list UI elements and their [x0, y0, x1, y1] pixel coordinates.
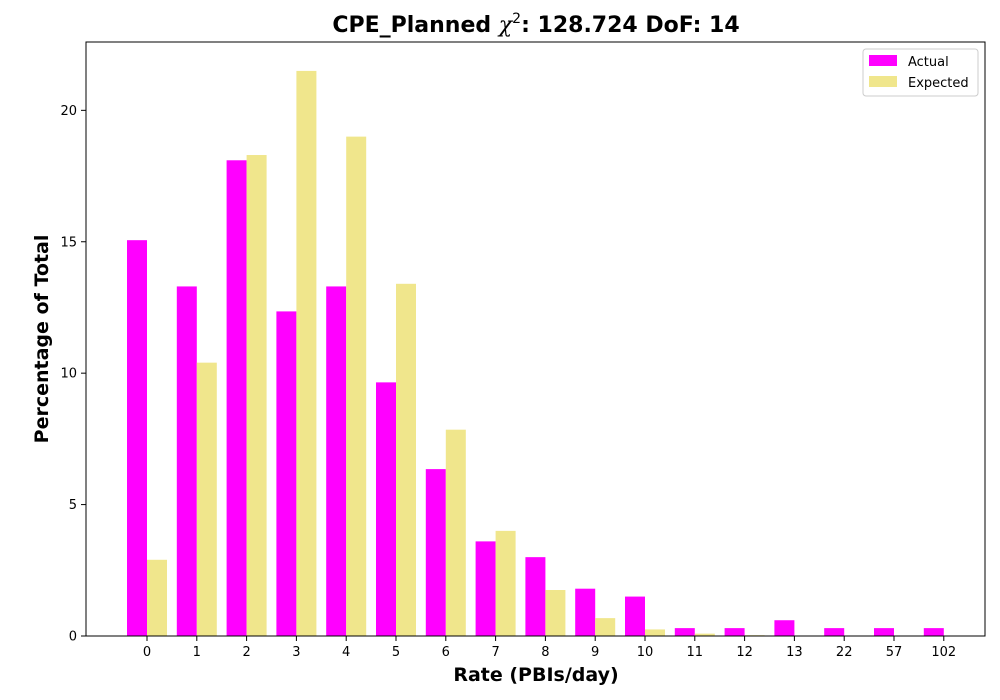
chart-title-superscript: 2	[512, 11, 521, 27]
legend-swatch-expected	[869, 76, 897, 87]
bar-expected-6	[445, 429, 466, 636]
bar-expected-8	[545, 590, 566, 636]
x-tick-label: 22	[836, 645, 853, 660]
bar-expected-2	[246, 155, 267, 636]
bar-actual-0	[127, 240, 147, 636]
y-axis-label: Percentage of Total	[31, 235, 53, 444]
legend-swatch-actual	[869, 55, 897, 66]
x-tick-label: 4	[342, 645, 350, 660]
bar-actual-57	[874, 628, 894, 636]
bar-actual-12	[724, 628, 745, 636]
x-tick-label: 10	[637, 645, 654, 660]
x-tick-label: 0	[143, 645, 151, 660]
bar-expected-4	[346, 136, 367, 636]
bar-actual-22	[824, 628, 845, 636]
bars-group	[127, 70, 944, 637]
bar-actual-4	[326, 286, 347, 636]
bar-actual-6	[425, 469, 446, 636]
bar-actual-1	[176, 286, 197, 636]
x-tick-label: 5	[392, 645, 400, 660]
x-axis-label: Rate (PBIs/day)	[453, 664, 618, 686]
bar-expected-11	[694, 633, 715, 636]
chart-title-suffix: : 128.724 DoF: 14	[521, 13, 740, 38]
x-tick-label: 7	[491, 645, 499, 660]
bar-expected-3	[296, 70, 317, 637]
bar-actual-102	[923, 628, 944, 636]
bar-expected-1	[196, 362, 217, 636]
y-tick-label: 15	[60, 235, 77, 250]
bar-actual-9	[575, 588, 596, 636]
bar-actual-7	[475, 541, 496, 636]
bar-actual-10	[625, 596, 645, 636]
x-tick-label: 1	[193, 645, 201, 660]
x-tick-label: 9	[591, 645, 599, 660]
bar-actual-11	[674, 628, 695, 636]
bar-actual-5	[376, 382, 396, 636]
chart-title-chi: χ	[497, 13, 514, 38]
x-ticks-group: 0 1 2 3 4 5 6 7 8 9 10 11 12 13 22 57 102	[143, 636, 956, 660]
legend-label-actual: Actual	[908, 55, 949, 70]
legend-label-expected: Expected	[908, 76, 969, 91]
y-tick-label: 10	[60, 367, 77, 382]
y-ticks-group: 0 5 10 15 20	[60, 104, 86, 645]
y-tick-label: 20	[60, 104, 77, 119]
plot-frame	[85, 41, 986, 637]
x-tick-label: 12	[736, 645, 753, 660]
bar-actual-8	[525, 557, 546, 636]
x-tick-label: 13	[786, 645, 803, 660]
x-tick-label: 102	[931, 645, 956, 660]
bar-expected-9	[595, 618, 616, 636]
y-tick-label: 5	[69, 498, 77, 513]
chart-title: CPE_Planned χ2: 128.724 DoF: 14	[332, 11, 739, 38]
bar-actual-3	[276, 311, 297, 636]
bar-expected-10	[645, 629, 665, 636]
bar-actual-13	[774, 620, 795, 636]
bar-expected-5	[396, 283, 416, 636]
bar-expected-7	[495, 530, 516, 636]
x-tick-label: 57	[886, 645, 903, 660]
bar-actual-2	[226, 160, 247, 636]
x-tick-label: 8	[541, 645, 549, 660]
x-tick-label: 6	[442, 645, 450, 660]
y-tick-label: 0	[69, 630, 77, 645]
x-tick-label: 3	[292, 645, 300, 660]
bar-expected-0	[147, 559, 167, 636]
x-tick-label: 2	[242, 645, 250, 660]
legend: Actual Expected	[862, 48, 979, 97]
chart-title-prefix: CPE_Planned	[332, 13, 498, 38]
x-tick-label: 11	[687, 645, 704, 660]
